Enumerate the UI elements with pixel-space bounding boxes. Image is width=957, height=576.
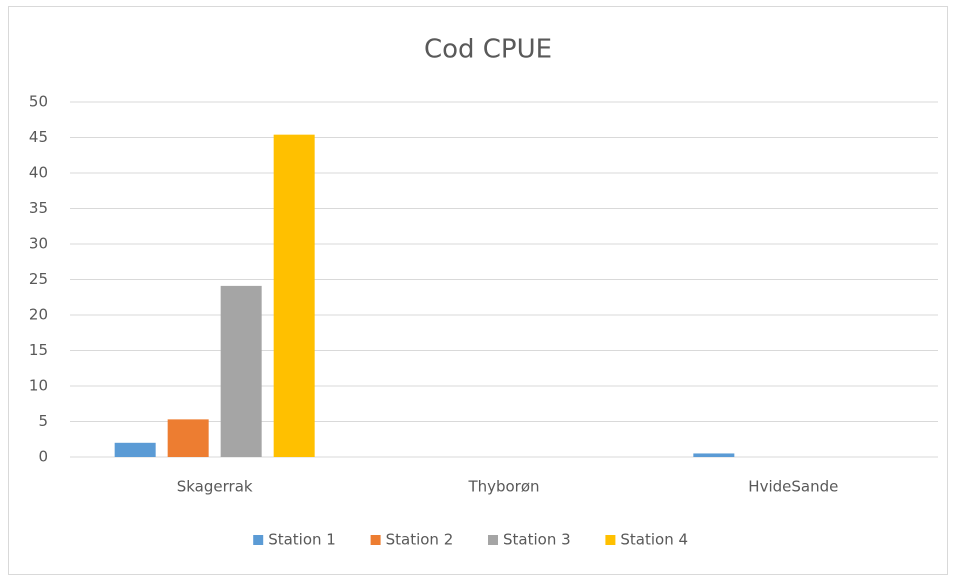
legend-swatch [370, 535, 381, 545]
y-tick-label: 5 [38, 412, 48, 430]
y-tick-label: 0 [38, 448, 48, 466]
bar [273, 134, 315, 457]
y-tick-label: 30 [29, 235, 48, 253]
bar [220, 285, 262, 457]
chart-border [8, 6, 948, 575]
y-tick-label: 15 [29, 341, 48, 359]
legend-swatch [488, 535, 498, 545]
x-tick-label: Skagerrak [177, 478, 253, 496]
y-tick-label: 25 [29, 270, 48, 288]
y-tick-label: 35 [29, 199, 48, 217]
y-tick-label: 50 [29, 93, 48, 111]
chart-title: Cod CPUE [424, 35, 552, 65]
bar [114, 442, 156, 457]
legend-swatch [605, 535, 616, 545]
bar [167, 419, 209, 457]
legend-label: Station 3 [503, 531, 571, 549]
legend-label: Station 4 [620, 531, 688, 549]
legend-label: Station 1 [268, 531, 336, 549]
legend-swatch [253, 535, 264, 545]
legend-label: Station 2 [386, 531, 454, 549]
x-tick-label: Thyborøn [467, 478, 539, 496]
y-tick-label: 20 [29, 306, 48, 324]
bar [693, 453, 735, 457]
y-tick-label: 10 [29, 377, 48, 395]
y-tick-label: 45 [29, 128, 48, 146]
x-tick-label: HvideSande [748, 478, 838, 496]
y-tick-label: 40 [29, 164, 48, 182]
